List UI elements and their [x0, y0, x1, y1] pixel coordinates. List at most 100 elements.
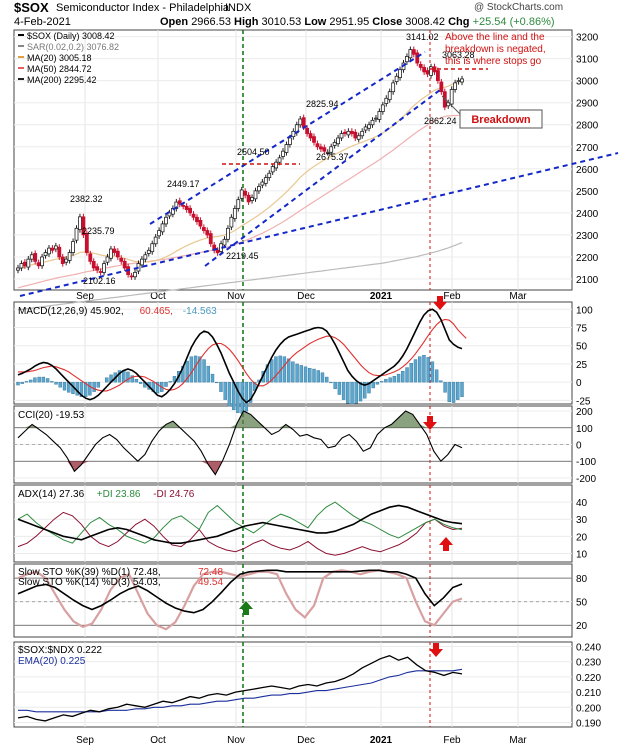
candle-body — [325, 151, 330, 154]
macd-histogram-bar — [396, 373, 401, 383]
candle-body — [36, 262, 41, 267]
price-annotation: 2235.79 — [82, 226, 115, 236]
candle-body — [301, 117, 306, 128]
candle-body — [150, 243, 155, 253]
macd-histogram-bar — [164, 381, 168, 387]
candle-body — [460, 78, 464, 83]
candle-body — [380, 104, 385, 112]
candle-body — [277, 157, 282, 163]
macd-histogram-bar — [206, 365, 210, 383]
macd-histogram-bar — [329, 381, 333, 384]
price-legend-item: MA(20) 3005.18 — [27, 53, 92, 63]
candle-body — [363, 126, 368, 131]
y-tick-label: 30 — [576, 515, 588, 526]
candle-body — [370, 119, 375, 126]
candle-body — [318, 146, 323, 150]
ratio-legend-item: EMA(20) 0.225 — [18, 656, 86, 667]
candle-body — [91, 260, 96, 269]
macd-histogram-bar — [324, 376, 329, 383]
y-tick-label: 0.240 — [576, 643, 601, 654]
macd-histogram-bar — [28, 379, 33, 383]
y-tick-label: 0 — [576, 441, 582, 452]
macd-histogram-bar — [223, 381, 227, 400]
macd-histogram-bar — [122, 370, 126, 383]
candle-body — [346, 130, 351, 136]
macd-histogram-bar — [274, 356, 278, 383]
candle-body — [84, 233, 89, 253]
candle-body — [322, 147, 327, 152]
candle-body — [122, 260, 127, 269]
y-tick-label: 2400 — [576, 209, 599, 220]
chart-name: Semiconductor Index - Philadelphia — [56, 2, 230, 14]
stop-note-text: this is where stops go — [445, 56, 542, 67]
macd-histogram-bar — [430, 361, 435, 383]
sto-legend-item: Slow STO %K(39) %D(1) 72.48, — [18, 567, 161, 578]
candle-body — [232, 208, 237, 220]
candle-body — [250, 197, 254, 201]
adx-legend-item: ADX(14) 27.36 — [18, 489, 85, 500]
candle-body — [229, 216, 234, 228]
price-annotation: 2382.32 — [70, 194, 103, 204]
macd-histogram-bar — [231, 381, 236, 411]
candle-body — [408, 49, 413, 59]
candle-body — [71, 241, 75, 253]
y-tick-label: 100 — [576, 305, 593, 316]
macd-histogram-bar — [341, 381, 346, 400]
candle-body — [109, 248, 113, 259]
y-tick-label: 2500 — [576, 187, 599, 198]
y-tick-label: 0 — [576, 378, 582, 389]
candle-body — [349, 130, 354, 134]
price-legend-item: MA(50) 2844.72 — [27, 64, 92, 74]
adx-legend-item: -DI 24.76 — [153, 489, 195, 500]
candle-body — [88, 253, 93, 262]
channel-lower-trendline — [204, 89, 441, 267]
price-annotation: 2102.16 — [83, 276, 116, 286]
adx-legend-item: +DI 23.86 — [97, 489, 141, 500]
candle-body — [263, 177, 268, 184]
candle-body — [184, 205, 189, 210]
legend-swatch — [18, 34, 24, 36]
x-tick-label: Feb — [443, 291, 461, 302]
candle-body — [146, 249, 151, 254]
macd-histogram-bar — [198, 356, 202, 383]
macd-histogram-bar — [41, 376, 46, 383]
candle-body — [129, 275, 134, 278]
macd-histogram-bar — [413, 359, 418, 383]
y-tick-label: 200 — [576, 407, 593, 418]
macd-histogram-bar — [138, 381, 143, 384]
open-label: Open — [160, 16, 189, 28]
candle-body — [411, 49, 416, 55]
y-tick-label: 40 — [576, 498, 588, 509]
macd-histogram-bar — [117, 370, 122, 383]
price-legend-item: $SOX (Daily) 3008.42 — [27, 31, 115, 41]
legend-swatch — [18, 67, 24, 69]
macd-histogram-bar — [83, 381, 88, 397]
candle-body — [422, 67, 427, 73]
candle-body — [353, 131, 358, 139]
macd-histogram-bar — [219, 381, 223, 392]
macd-histogram-bar — [88, 381, 92, 396]
panel-frame-price — [13, 29, 573, 291]
candle-body — [153, 236, 158, 245]
candle-body — [50, 247, 55, 251]
macd-histogram-bar — [388, 377, 392, 383]
x-tick-label: Dec — [297, 735, 315, 746]
watermark: @ StockCharts.com — [474, 2, 564, 13]
legend-swatch — [18, 45, 24, 47]
candle-body — [418, 63, 423, 68]
candle-body — [74, 227, 79, 241]
candle-body — [305, 127, 310, 134]
adx-line — [17, 504, 463, 545]
candle-body — [394, 75, 399, 82]
candle-body — [239, 189, 244, 199]
chart-symbol: $SOX — [14, 0, 49, 15]
x-tick-label: 2021 — [370, 735, 393, 746]
candle-body — [236, 199, 241, 209]
price-annotation: 2449.17 — [167, 179, 200, 189]
candle-body — [308, 133, 313, 139]
macd-histogram-bar — [354, 381, 358, 404]
y-tick-label: 20 — [576, 621, 588, 632]
sto-legend-item: 49.54 — [198, 577, 223, 588]
macd-histogram-bar — [316, 370, 320, 383]
